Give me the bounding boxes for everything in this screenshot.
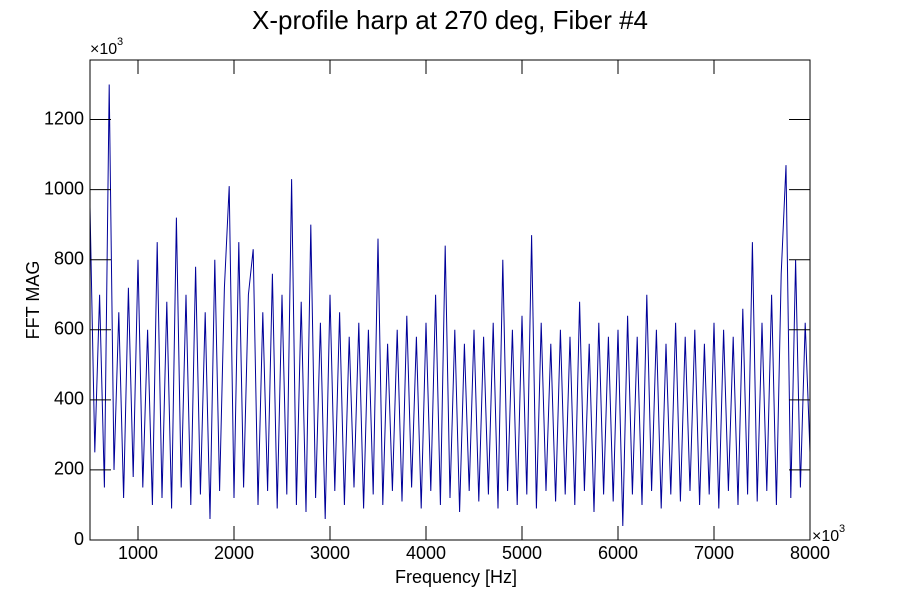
x-tick-label: 4000 (406, 543, 446, 563)
y-axis-label: FFT MAG (23, 261, 43, 340)
y-multiplier-exponent: 3 (117, 36, 123, 48)
x-multiplier: ×10 (812, 528, 839, 545)
data-line (89, 84, 811, 527)
chart-title: X-profile harp at 270 deg, Fiber #4 (252, 5, 648, 35)
x-tick-label: 6000 (598, 543, 638, 563)
x-multiplier-exponent: 3 (839, 523, 845, 535)
y-tick-label: 1000 (44, 178, 84, 198)
y-tick-label: 800 (54, 248, 84, 268)
x-axis-label: Frequency [Hz] (395, 567, 517, 587)
plot-frame (89, 59, 811, 541)
x-tick-label: 5000 (502, 543, 542, 563)
x-tick-label: 1000 (118, 543, 158, 563)
y-tick-label: 200 (54, 459, 84, 479)
x-tick-label: 3000 (310, 543, 350, 563)
y-tick-label: 600 (54, 319, 84, 339)
x-tick-label: 8000 (790, 543, 830, 563)
y-multiplier: ×10 (90, 41, 117, 58)
y-tick-label: 1200 (44, 108, 84, 128)
y-tick-label: 0 (74, 529, 84, 549)
y-tick-label: 400 (54, 389, 84, 409)
x-tick-label: 7000 (694, 543, 734, 563)
x-tick-label: 2000 (214, 543, 254, 563)
